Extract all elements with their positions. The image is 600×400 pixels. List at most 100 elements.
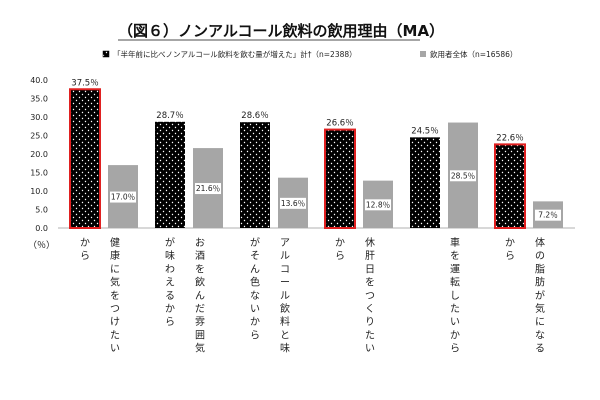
- category-label-char: 康: [110, 249, 120, 262]
- category-label-char: た: [365, 329, 375, 341]
- data-label-series-2: 17.0％: [111, 193, 135, 202]
- category-label-char: か: [335, 237, 345, 249]
- legend-label-series-2: 飲用者全体（n=16586）: [430, 49, 517, 59]
- data-label-bg: [195, 183, 221, 195]
- y-tick-label: 30.0: [30, 113, 48, 122]
- category-label-char: ら: [165, 316, 175, 328]
- y-tick-label: 20.0: [30, 150, 48, 159]
- category-label-char: を: [195, 263, 205, 275]
- category-label-char: ら: [80, 250, 90, 262]
- category-label-char: か: [450, 329, 460, 341]
- category-label-char: 健: [110, 237, 120, 249]
- category-label-char: ー: [280, 278, 290, 289]
- category-label-char: か: [80, 237, 90, 249]
- y-tick-label: 0.0: [35, 224, 48, 233]
- category-label-char: い: [110, 344, 120, 355]
- category-label-char: ら: [250, 329, 260, 341]
- category-label-char: り: [365, 316, 375, 328]
- category-label-char: に: [535, 316, 545, 328]
- data-label-bg: [280, 197, 306, 209]
- category-label-char: に: [110, 263, 120, 275]
- category-label-char: か: [250, 316, 260, 328]
- category-label-char: ん: [195, 290, 205, 302]
- category-label-char: い: [250, 304, 260, 315]
- category-label-char: を: [110, 290, 120, 302]
- category-label-char: 体: [535, 237, 545, 249]
- category-label-char: わ: [165, 263, 175, 275]
- category-label-char: 肪: [535, 276, 545, 289]
- data-label-series-1: 26.6％: [326, 119, 353, 129]
- legend-label-series-1: 「半年前に比べノンアルコール飲料を飲む量が増えた」計†（n=2388）: [113, 49, 357, 59]
- y-tick-label: 25.0: [30, 132, 48, 141]
- data-label-bg: [535, 209, 561, 221]
- data-label-series-2: 13.6％: [281, 199, 305, 208]
- category-label-char: し: [450, 290, 460, 302]
- category-label-char: た: [110, 329, 120, 341]
- category-label-char: が: [250, 236, 260, 249]
- data-label-series-1: 37.5％: [71, 78, 98, 88]
- category-label-char: つ: [110, 304, 120, 315]
- category-label-char: 料: [280, 315, 290, 328]
- category-label-char: と: [280, 329, 290, 341]
- category-label-char: 脂: [535, 262, 545, 275]
- category-label-char: 飲: [195, 276, 205, 289]
- category-label-char: そ: [250, 250, 260, 262]
- y-axis: 0.0 5.0 10.0 15.0 20.0 25.0 30.0 35.0 40.0: [30, 76, 48, 233]
- bar-series-1: [494, 143, 526, 230]
- data-label-series-2: 21.6％: [196, 184, 220, 193]
- data-label-series-1: 28.7％: [156, 111, 183, 121]
- bar-series-1: [155, 121, 185, 228]
- chart-title: （図６）ノンアルコール飲料の飲用理由（MA）: [118, 22, 444, 40]
- category-label-char: が: [165, 236, 175, 249]
- category-label-char: コ: [280, 264, 290, 275]
- bar-series-1: [69, 88, 101, 229]
- category-label-char: か: [165, 303, 175, 315]
- category-label-char: を: [365, 277, 375, 289]
- y-tick-label: 15.0: [30, 169, 48, 178]
- category-label-char: 雰: [195, 316, 205, 328]
- bar-series-1: [410, 137, 440, 228]
- category-label-char: 飲: [280, 302, 290, 315]
- category-label-char: お: [195, 237, 205, 249]
- data-label-series-1: 24.5％: [411, 126, 438, 136]
- data-label-series-2: 12.8％: [366, 200, 390, 209]
- category-label-char: 車: [450, 236, 460, 249]
- category-label-char: 肝: [365, 250, 375, 262]
- bar-series-1: [324, 128, 356, 229]
- y-tick-label: 35.0: [30, 95, 48, 104]
- y-axis-unit: （％）: [28, 240, 55, 251]
- legend-swatch-series-2: [420, 51, 426, 57]
- category-label-char: ア: [280, 238, 290, 249]
- category-label-char: だ: [195, 303, 205, 315]
- data-label-bg: [365, 199, 391, 211]
- category-label-char: ル: [280, 291, 290, 302]
- category-label-char: い: [450, 317, 460, 328]
- category-label-char: い: [365, 344, 375, 355]
- y-tick-label: 40.0: [30, 76, 48, 85]
- bars: 37.5％ 17.0％ 28.7％ 21.6％ 28.6％ 13.6％ 26.6％ 12.8％…: [69, 78, 563, 230]
- x-axis-labels: から健康に気をつけたいが味わえるからお酒を飲んだ雰囲気がそん色ないからアルコール…: [80, 236, 545, 355]
- category-label-char: 気: [110, 276, 120, 289]
- data-label-series-2: 28.5％: [451, 171, 475, 180]
- data-label-series-2: 7.2％: [538, 211, 557, 220]
- category-label-char: ら: [505, 250, 515, 262]
- data-label-bg: [110, 191, 136, 203]
- category-label-char: 転: [450, 277, 460, 289]
- bar-series-1: [240, 122, 270, 228]
- category-label-char: る: [165, 290, 175, 302]
- category-label-char: な: [250, 290, 260, 302]
- category-label-char: の: [535, 251, 545, 262]
- category-label-char: え: [165, 277, 175, 289]
- y-tick-label: 5.0: [35, 206, 48, 215]
- category-label-char: 気: [535, 302, 545, 315]
- category-label-char: 休: [365, 237, 375, 249]
- category-label-char: け: [110, 316, 120, 328]
- category-label-char: つ: [365, 291, 375, 302]
- legend-swatch-series-1: [102, 50, 110, 58]
- data-label-series-1: 22.6％: [496, 133, 523, 143]
- category-label-char: ら: [450, 343, 460, 355]
- category-label-char: る: [535, 343, 545, 355]
- category-label-char: た: [450, 303, 460, 315]
- category-label-char: 日: [365, 264, 375, 275]
